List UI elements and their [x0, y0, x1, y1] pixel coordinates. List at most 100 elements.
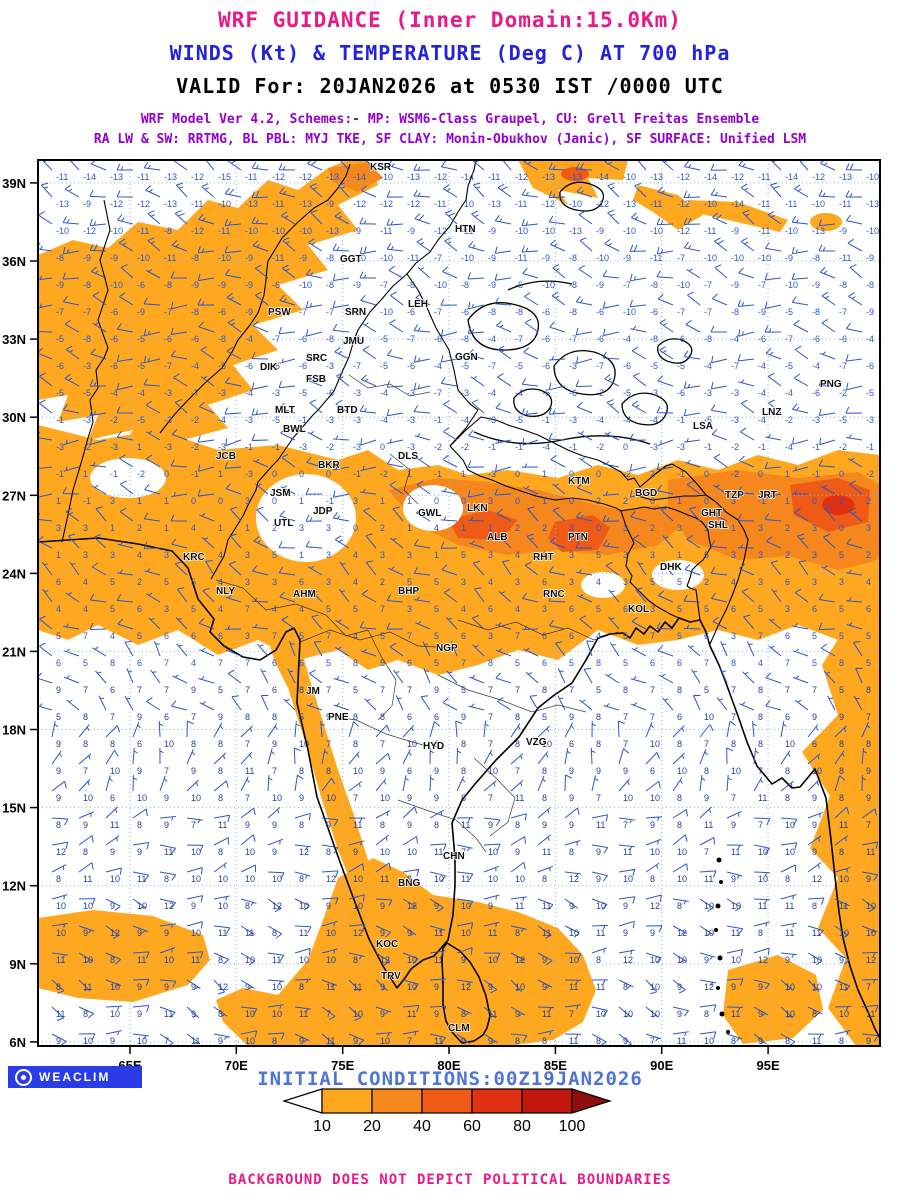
temp-value: 10	[326, 928, 336, 938]
station-label: NGP	[436, 643, 458, 654]
temp-value: -7	[515, 334, 523, 344]
temp-value: 7	[218, 658, 223, 668]
temp-value: 7	[704, 847, 709, 857]
temp-value: 8	[461, 1009, 466, 1019]
temp-value: -5	[137, 415, 145, 425]
temp-value: -6	[353, 307, 361, 317]
wind-barbs-layer	[38, 160, 879, 1046]
temp-value: -8	[839, 280, 847, 290]
temp-value: 8	[299, 982, 304, 992]
temp-value: -2	[785, 415, 793, 425]
temp-value: 10	[272, 1009, 282, 1019]
svg-text:70E: 70E	[225, 1058, 248, 1073]
coastline	[38, 537, 880, 1039]
temp-value: -8	[650, 280, 658, 290]
station-label: GGN	[455, 352, 478, 363]
temp-value: -8	[326, 334, 334, 344]
temp-value: -6	[299, 361, 307, 371]
temp-value: 12	[461, 982, 471, 992]
temp-value: 11	[326, 982, 335, 992]
temp-value: 10	[677, 955, 687, 965]
temperature-values-layer: -11 -14 -13 -11 -13 -12 -15 -11 -12 -12 -13 -14 -10-…	[56, 172, 879, 1046]
temp-value: 3	[569, 523, 574, 533]
temp-value: 10	[596, 901, 606, 911]
temp-value: -6	[677, 334, 685, 344]
temp-value: -11	[407, 253, 419, 263]
temp-value: -8	[569, 280, 577, 290]
temp-value: 7	[812, 685, 817, 695]
temp-value: 12	[515, 955, 525, 965]
temp-value: 4	[299, 604, 304, 614]
temp-value: 10	[542, 739, 552, 749]
temp-value: 10	[650, 739, 660, 749]
temp-value: 8	[677, 901, 682, 911]
temp-value: -8	[731, 307, 739, 317]
temp-value: 3	[110, 550, 115, 560]
weaclim-logo: WEACLIM	[8, 1066, 142, 1088]
temp-value: 7	[596, 793, 601, 803]
temp-value: 9	[380, 901, 385, 911]
temp-value: -10	[380, 307, 393, 317]
temp-value: 11	[56, 955, 65, 965]
temp-value: 9	[812, 793, 817, 803]
temp-value: 9	[758, 982, 763, 992]
temp-value: 8	[110, 658, 115, 668]
station-label: PNG	[820, 379, 842, 390]
temp-value: 10	[299, 739, 309, 749]
temp-value: 7	[83, 766, 88, 776]
temp-value: 5	[569, 658, 574, 668]
temp-value: -8	[83, 280, 91, 290]
temp-value: 3	[380, 550, 385, 560]
temp-value: -3	[299, 442, 307, 452]
temp-value: -7	[353, 361, 361, 371]
temp-value: -1	[866, 442, 874, 452]
temp-value: 10	[488, 955, 498, 965]
temp-value: 9	[272, 739, 277, 749]
temp-value: -3	[353, 415, 361, 425]
station-label: LKN	[467, 503, 488, 514]
temp-value: -8	[407, 280, 415, 290]
temp-value: 1	[785, 496, 790, 506]
temp-value: 8	[677, 739, 682, 749]
temp-value: 5	[353, 685, 358, 695]
weaclim-logo-icon	[15, 1068, 32, 1086]
temp-value: 9	[461, 1036, 466, 1046]
temp-value: -6	[299, 334, 307, 344]
temp-value: 11	[164, 847, 173, 857]
temp-value: 9	[56, 1036, 61, 1046]
temp-value: -10	[596, 253, 609, 263]
temp-value: -6	[326, 388, 334, 398]
temp-value: -4	[758, 361, 766, 371]
temp-value: 8	[839, 766, 844, 776]
temp-value: 0	[812, 496, 817, 506]
temp-value: 8	[461, 766, 466, 776]
temp-value: -3	[407, 442, 415, 452]
svg-text:60: 60	[463, 1118, 481, 1134]
temp-value: 8	[785, 793, 790, 803]
station-label: DIK	[260, 362, 278, 373]
colorbar: 10 20 40 60 80 100	[280, 1086, 620, 1138]
temp-value: -4	[488, 334, 496, 344]
temp-value: -14	[785, 172, 798, 182]
temp-value: 10	[677, 874, 687, 884]
temp-value: -5	[218, 361, 226, 371]
temp-value: 7	[164, 685, 169, 695]
temp-value: 11	[839, 820, 848, 830]
temp-value: 11	[191, 955, 200, 965]
temp-value: -13	[488, 199, 501, 209]
temp-value: -5	[785, 361, 793, 371]
temp-value: 10	[839, 874, 849, 884]
temp-value: -6	[623, 361, 631, 371]
station-label: KOC	[376, 939, 398, 950]
temp-value: 8	[866, 739, 871, 749]
temp-value: 9	[164, 793, 169, 803]
temp-value: 3	[650, 604, 655, 614]
temp-value: 10	[245, 874, 255, 884]
temp-value: 6	[407, 712, 412, 722]
temp-value: -1	[56, 415, 64, 425]
temp-value: -6	[110, 361, 118, 371]
temp-value: 10	[380, 847, 390, 857]
station-label: UTL	[274, 518, 293, 529]
station-label: BKR	[318, 460, 340, 471]
temp-value: 11	[272, 955, 281, 965]
